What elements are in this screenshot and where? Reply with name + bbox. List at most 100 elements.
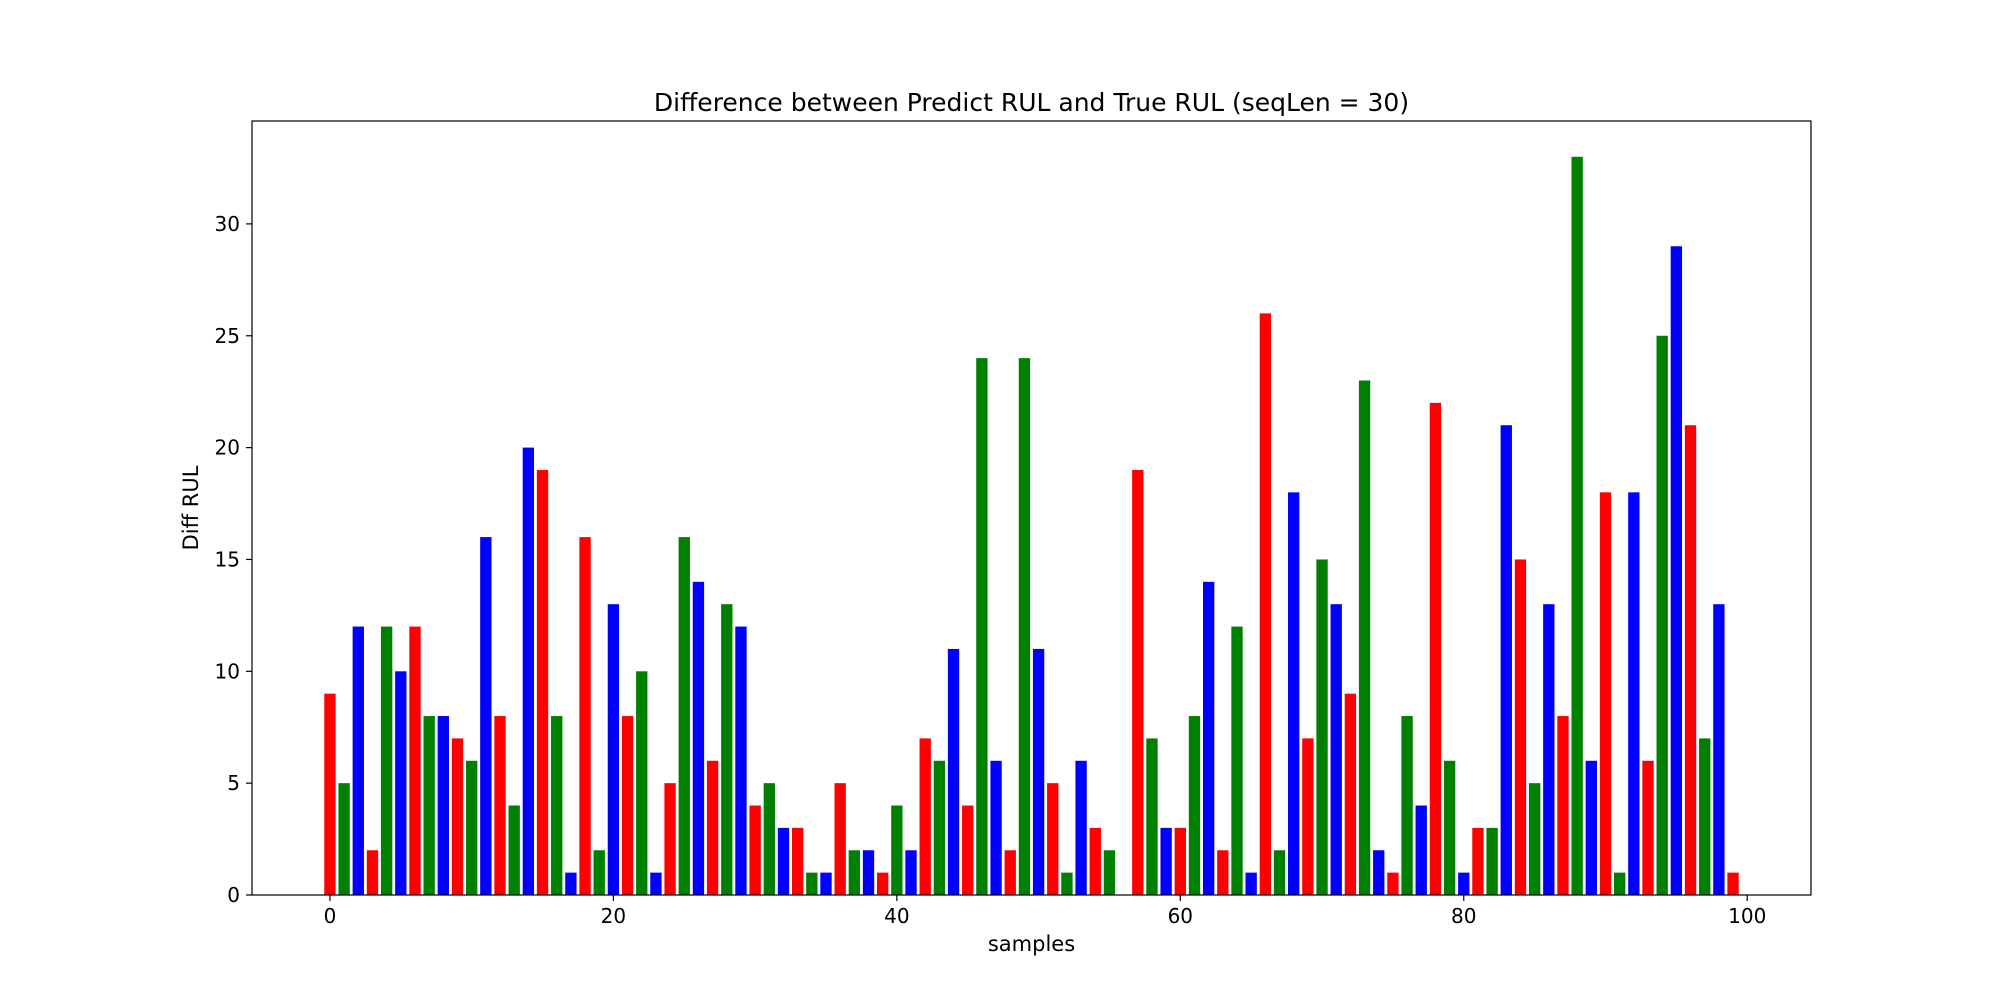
bar — [1727, 872, 1739, 895]
bar — [1373, 850, 1385, 895]
bar — [551, 716, 563, 895]
bar — [1358, 380, 1371, 895]
bar — [1302, 738, 1314, 895]
bar — [806, 872, 818, 895]
x-tick-label: 100 — [1728, 904, 1766, 928]
bar — [607, 604, 620, 895]
bar — [877, 872, 889, 895]
bar — [706, 760, 719, 895]
bar — [621, 716, 634, 895]
bar — [1387, 872, 1399, 895]
bar — [1486, 827, 1498, 895]
bar — [1557, 716, 1569, 895]
bar — [1288, 492, 1300, 895]
bar — [1458, 872, 1470, 895]
y-tick-label: 30 — [215, 212, 240, 236]
bar — [565, 872, 577, 895]
bar — [1217, 850, 1229, 895]
x-tick-label: 0 — [324, 904, 337, 928]
bar — [1713, 604, 1725, 895]
bar — [480, 537, 492, 895]
bar — [1174, 827, 1186, 895]
bar — [324, 693, 336, 895]
bar — [522, 447, 535, 895]
bar — [1443, 760, 1456, 895]
bar — [650, 872, 662, 895]
bar — [990, 760, 1002, 895]
bar — [366, 850, 379, 895]
y-tick-label: 0 — [227, 883, 240, 907]
bar — [962, 805, 974, 895]
x-axis-label: samples — [988, 932, 1075, 956]
bar — [1075, 760, 1087, 895]
bar — [437, 716, 450, 895]
bar — [423, 716, 435, 895]
y-tick-label: 5 — [227, 771, 240, 795]
x-axis-ticks: 0 20 40 60 80 100 — [324, 895, 1766, 928]
x-tick-label: 20 — [601, 904, 626, 928]
bar — [848, 850, 861, 895]
bar — [579, 537, 591, 895]
bar — [763, 783, 775, 895]
bar — [1344, 693, 1357, 895]
bar — [1032, 648, 1045, 895]
bar — [735, 626, 747, 895]
bar — [1684, 425, 1697, 895]
bar — [891, 805, 903, 895]
bar — [1273, 850, 1286, 895]
bar — [1132, 469, 1144, 895]
y-axis-ticks: 0 5 10 15 20 25 30 — [215, 212, 252, 907]
bar — [1202, 581, 1215, 895]
bar — [1160, 827, 1172, 895]
bar — [1699, 738, 1711, 895]
bar — [1585, 760, 1597, 895]
bar — [862, 850, 875, 895]
bar — [1018, 358, 1031, 895]
bar — [494, 716, 506, 895]
bar — [664, 783, 676, 895]
bar — [1004, 850, 1016, 895]
bar — [976, 358, 988, 895]
bar — [636, 671, 648, 895]
chart-title: Difference between Predict RUL and True … — [654, 88, 1409, 117]
bar — [1259, 313, 1272, 896]
y-tick-label: 10 — [215, 659, 240, 683]
x-tick-label: 40 — [884, 904, 909, 928]
bar — [508, 805, 520, 895]
bar — [451, 738, 464, 895]
bar — [1500, 425, 1512, 895]
bar — [1514, 559, 1527, 895]
bar — [593, 850, 605, 895]
bar — [380, 626, 393, 895]
bar — [947, 648, 960, 895]
bar — [1316, 559, 1328, 895]
bar — [721, 604, 733, 895]
bar — [1670, 246, 1683, 896]
bar — [1528, 783, 1541, 895]
bar — [1047, 783, 1059, 895]
bar — [1089, 827, 1101, 895]
bar — [919, 738, 931, 895]
bar — [1429, 402, 1442, 895]
bar — [1401, 716, 1413, 895]
bar — [678, 537, 690, 895]
bar — [791, 827, 804, 895]
bar — [820, 872, 832, 895]
bar — [1188, 716, 1201, 895]
bar — [692, 581, 705, 895]
bar — [1571, 156, 1583, 896]
bar — [352, 626, 364, 895]
bar — [834, 783, 846, 895]
bar — [1472, 827, 1484, 895]
bar — [905, 850, 917, 895]
bar — [933, 760, 946, 895]
bar — [338, 783, 350, 895]
plot-area-frame — [251, 120, 1812, 896]
bar — [1642, 760, 1654, 895]
bar — [1656, 335, 1668, 895]
x-tick-label: 60 — [1168, 904, 1193, 928]
y-tick-label: 20 — [215, 436, 240, 460]
bar-group — [324, 156, 1739, 896]
